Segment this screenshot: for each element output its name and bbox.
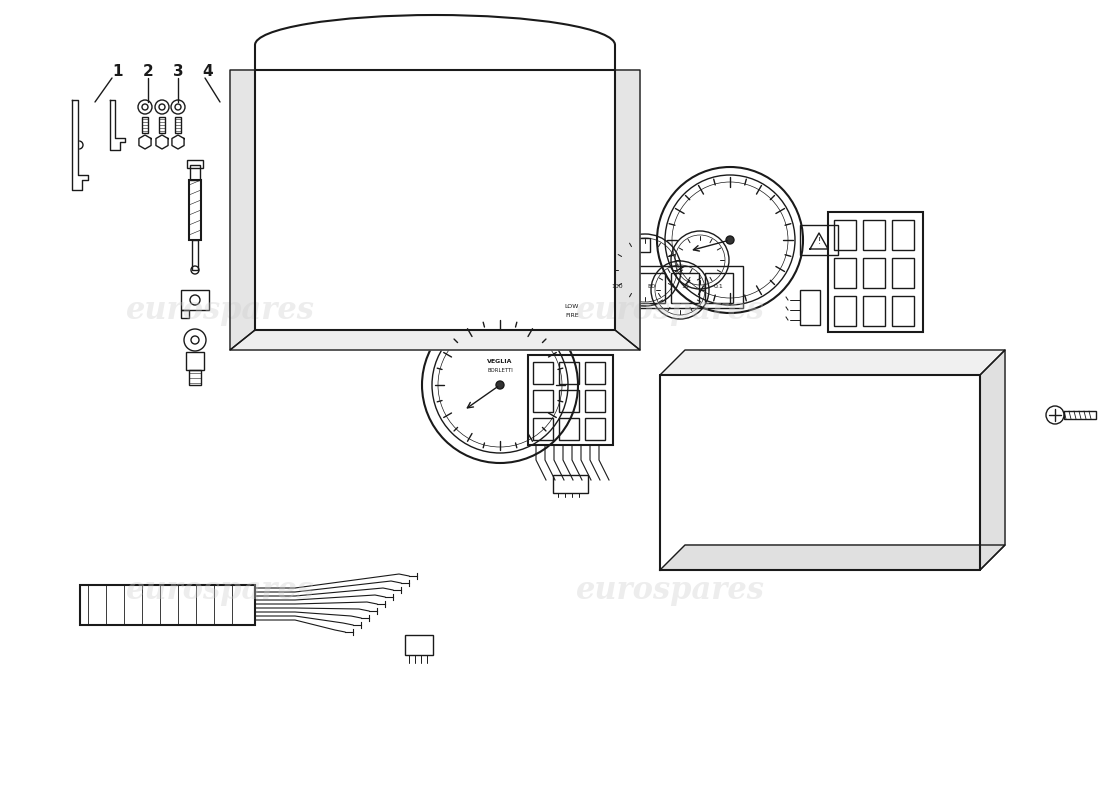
Text: 4: 4 xyxy=(202,65,213,79)
Bar xyxy=(80,585,255,625)
Bar xyxy=(834,296,856,326)
Bar xyxy=(559,390,579,412)
Bar xyxy=(800,290,820,325)
Polygon shape xyxy=(980,350,1005,570)
Bar xyxy=(864,258,886,288)
Circle shape xyxy=(670,383,674,387)
Bar xyxy=(800,225,838,255)
Bar xyxy=(864,220,886,250)
Bar xyxy=(864,296,886,326)
Bar xyxy=(892,220,914,250)
Bar xyxy=(175,117,182,133)
Bar xyxy=(160,117,165,133)
Polygon shape xyxy=(230,330,640,350)
Circle shape xyxy=(726,236,734,244)
Bar xyxy=(892,258,914,288)
Bar xyxy=(553,475,588,493)
Text: FIRE: FIRE xyxy=(565,313,579,318)
Bar xyxy=(585,418,605,440)
Text: 100: 100 xyxy=(612,284,623,289)
Bar xyxy=(1064,411,1096,419)
Bar xyxy=(190,165,200,180)
Bar xyxy=(182,290,209,310)
Text: eurospares: eurospares xyxy=(125,294,315,326)
Bar xyxy=(585,390,605,412)
Bar xyxy=(528,355,613,445)
Bar xyxy=(834,258,856,288)
Text: eurospares: eurospares xyxy=(125,574,315,606)
Text: 1: 1 xyxy=(112,65,123,79)
Text: VEGLIA: VEGLIA xyxy=(487,359,513,364)
Bar xyxy=(192,240,198,270)
Polygon shape xyxy=(172,135,184,149)
Text: 3: 3 xyxy=(173,65,184,79)
Text: 0.1: 0.1 xyxy=(714,284,724,289)
Bar xyxy=(187,160,204,168)
Text: 2: 2 xyxy=(143,65,153,79)
Polygon shape xyxy=(156,135,168,149)
Bar xyxy=(182,310,189,318)
Bar xyxy=(834,220,856,250)
Bar xyxy=(534,390,553,412)
Bar xyxy=(892,296,914,326)
Bar xyxy=(637,273,666,303)
Polygon shape xyxy=(139,135,151,149)
Polygon shape xyxy=(660,375,980,570)
Polygon shape xyxy=(110,100,125,150)
Circle shape xyxy=(496,381,504,389)
Text: BORLETTI: BORLETTI xyxy=(487,368,513,373)
Text: eurospares: eurospares xyxy=(575,294,764,326)
Circle shape xyxy=(670,558,674,562)
Text: 10: 10 xyxy=(681,284,689,289)
Text: !: ! xyxy=(817,237,821,246)
Bar xyxy=(186,352,204,370)
Text: LOW: LOW xyxy=(564,304,580,309)
Bar xyxy=(534,418,553,440)
Bar xyxy=(340,187,525,235)
Bar xyxy=(548,300,596,330)
Bar xyxy=(534,362,553,384)
Polygon shape xyxy=(660,545,1005,570)
Bar xyxy=(189,370,201,385)
Bar xyxy=(671,273,698,303)
Text: eurospares: eurospares xyxy=(575,574,764,606)
Bar xyxy=(544,334,566,348)
Polygon shape xyxy=(255,70,615,330)
Polygon shape xyxy=(660,350,1005,375)
Bar xyxy=(603,273,631,303)
Polygon shape xyxy=(230,70,255,350)
Bar xyxy=(559,362,579,384)
Circle shape xyxy=(974,558,977,562)
Text: B0: B0 xyxy=(647,284,656,289)
Bar xyxy=(705,273,733,303)
Polygon shape xyxy=(72,100,88,190)
Circle shape xyxy=(974,383,977,387)
Bar xyxy=(142,117,148,133)
Bar xyxy=(828,212,923,332)
Bar xyxy=(598,266,743,308)
Bar xyxy=(559,418,579,440)
Bar xyxy=(189,180,201,240)
Bar xyxy=(632,238,650,252)
Bar xyxy=(585,362,605,384)
Bar xyxy=(405,635,433,655)
Polygon shape xyxy=(615,70,640,350)
